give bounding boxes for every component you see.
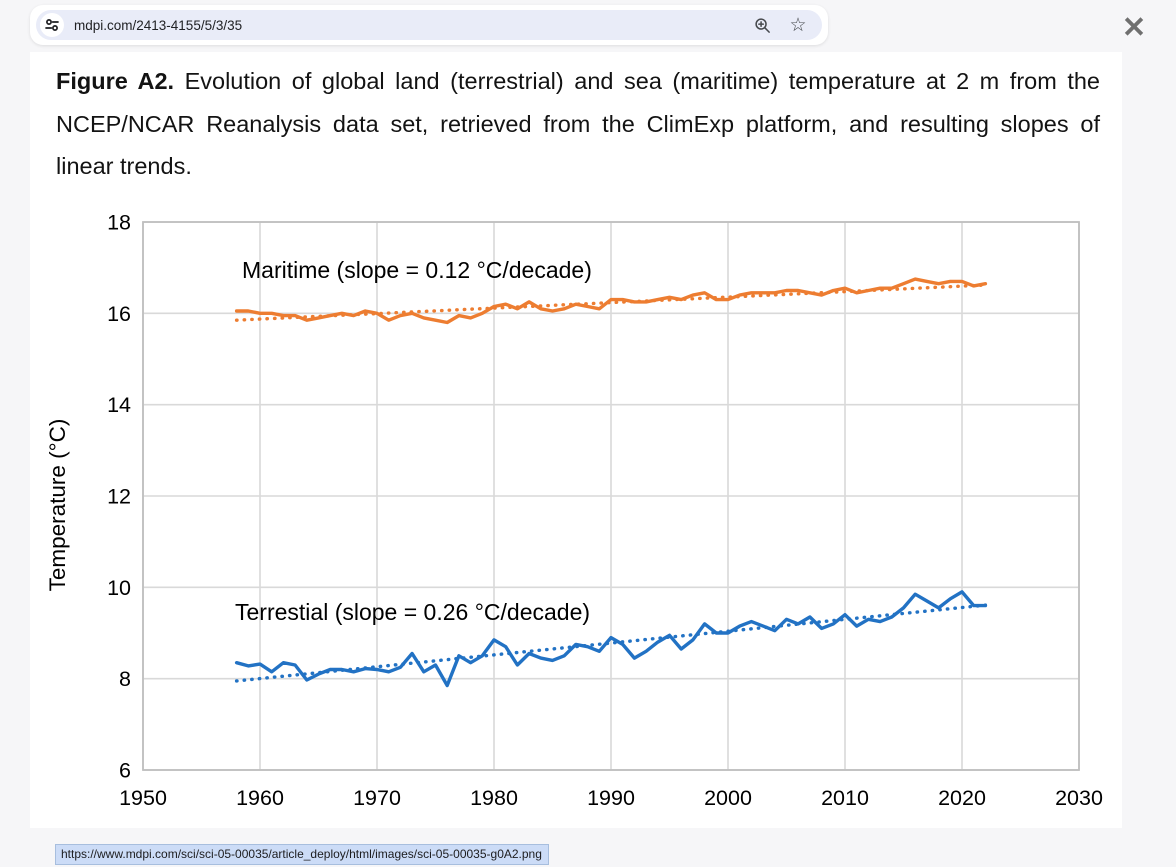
x-tick-label: 1950 — [119, 786, 167, 810]
terrestial-annotation: Terrestial (slope = 0.26 °C/decade) — [235, 599, 590, 625]
bookmark-star-icon[interactable]: ☆ — [789, 14, 807, 36]
y-tick-label: 10 — [107, 576, 131, 600]
y-axis-title: Temperature (°C) — [45, 419, 70, 592]
address-bar-container: mdpi.com/2413-4155/5/3/35 ☆ — [30, 5, 828, 45]
figure-caption: Figure A2. Evolution of global land (ter… — [56, 60, 1100, 188]
site-info-icon — [44, 17, 60, 33]
figure-caption-label: Figure A2. — [56, 68, 175, 94]
address-bar[interactable]: mdpi.com/2413-4155/5/3/35 ☆ — [36, 10, 822, 40]
y-tick-label: 12 — [107, 485, 131, 509]
x-tick-label: 2000 — [704, 786, 752, 810]
status-bar-url: https://www.mdpi.com/sci/sci-05-00035/ar… — [55, 844, 549, 865]
figure-page: Figure A2. Evolution of global land (ter… — [30, 52, 1122, 828]
x-tick-label: 1970 — [353, 786, 401, 810]
site-info-button[interactable] — [40, 13, 64, 37]
terrestial-line — [234, 590, 988, 688]
close-button[interactable]: ✕ — [1121, 12, 1147, 44]
x-tick-label: 1980 — [470, 786, 518, 810]
x-tick-label: 1990 — [587, 786, 635, 810]
y-tick-label: 16 — [107, 302, 131, 326]
plot-frame — [142, 221, 1080, 771]
x-tick-label: 2030 — [1055, 786, 1103, 810]
figure-caption-body: Evolution of global land (terrestrial) a… — [56, 68, 1100, 179]
x-tick-label: 2020 — [938, 786, 986, 810]
zoom-icon[interactable] — [750, 13, 774, 37]
x-tick-label: 2010 — [821, 786, 869, 810]
y-tick-label: 14 — [107, 393, 131, 417]
maritime-line — [234, 277, 988, 325]
temperature-chart: 1950 1960 1970 1980 1990 2000 2010 2020 2030 6 8 10… — [35, 198, 1121, 828]
x-tick-label: 1960 — [236, 786, 284, 810]
y-tick-label: 6 — [119, 759, 131, 783]
maritime-annotation: Maritime (slope = 0.12 °C/decade) — [242, 257, 592, 283]
y-tick-label: 8 — [119, 667, 131, 691]
y-tick-label: 18 — [107, 211, 131, 235]
chart-svg: 1950 1960 1970 1980 1990 2000 2010 2020 2030 6 8 10… — [45, 211, 1103, 811]
url-text: mdpi.com/2413-4155/5/3/35 — [74, 17, 243, 33]
